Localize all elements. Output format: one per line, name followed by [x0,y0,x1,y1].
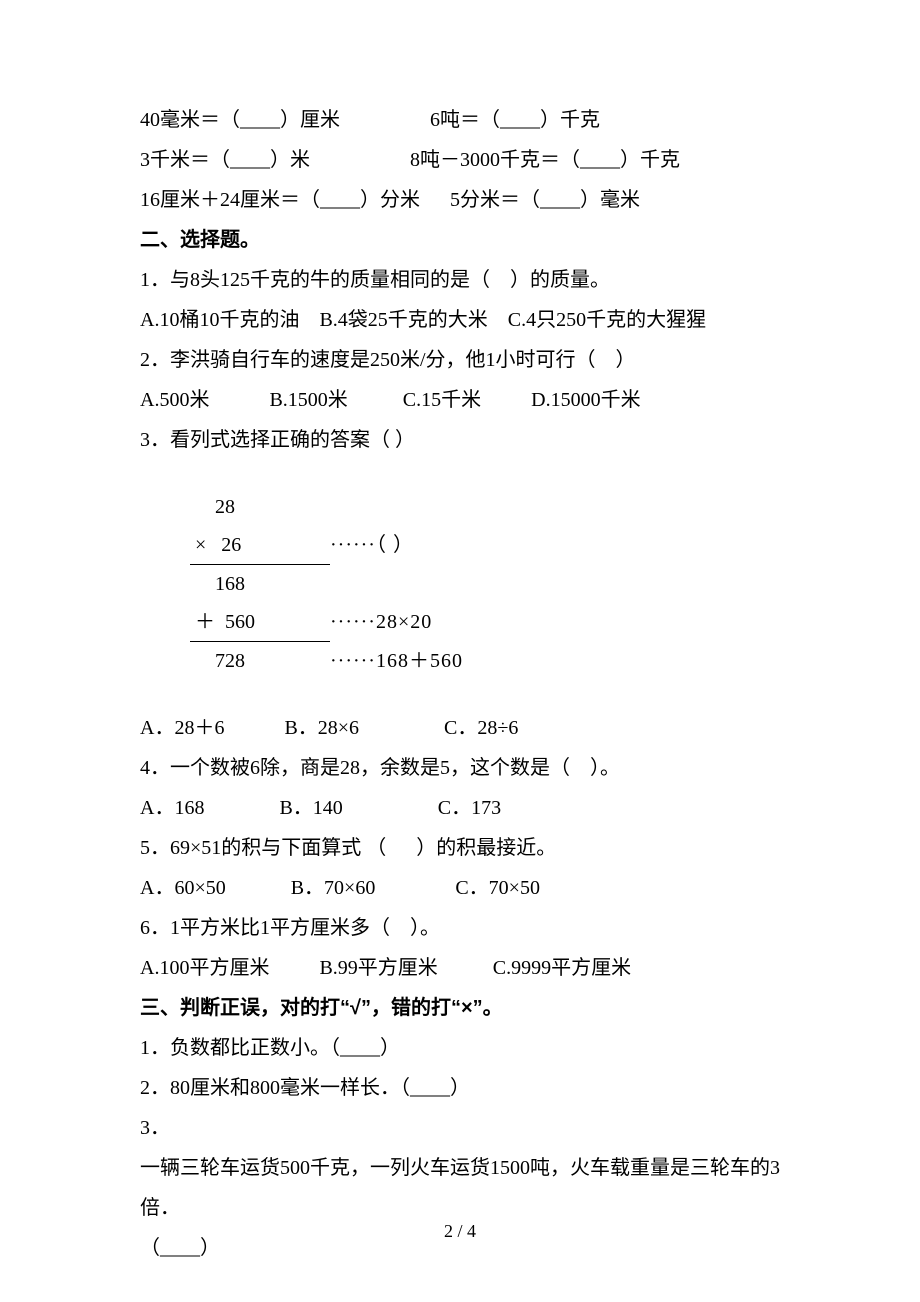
calc-line2-left: × 26 [190,526,330,565]
fill-2-left: 3千米＝（____）米 [140,149,310,171]
calc-line4-left: ＋ 560 [190,603,330,642]
q2-options: A.500米 B.1500米 C.15千米 D.15000千米 [140,380,790,420]
fill-3-left: 16厘米＋24厘米＝（____）分米 [140,189,420,211]
q5-options: A．60×50 B．70×60 C．70×50 [140,868,790,908]
q4-options: A．168 B．140 C．173 [140,788,790,828]
fill-row-3: 16厘米＋24厘米＝（____）分米 5分米＝（____）毫米 [140,180,790,220]
q3-vertical-calc: 28 × 26 ······（ ） 168 ＋ 560 ······28×20 … [190,488,790,680]
calc-line3: 168 [190,565,330,603]
fill-1-left: 40毫米＝（____）厘米 [140,109,340,131]
calc-line5-right: ······168＋560 [330,642,463,680]
q3-options: A．28＋6 B．28×6 C．28÷6 [140,708,790,748]
fill-row-1: 40毫米＝（____）厘米 6吨＝（____）千克 [140,100,790,140]
j3-text: 一辆三轮车运货500千克，一列火车运货1500吨，火车载重量是三轮车的3倍． [140,1148,790,1228]
j3-label: 3． [140,1108,790,1148]
j2: 2．80厘米和800毫米一样长．（____） [140,1068,790,1108]
q6-options: A.100平方厘米 B.99平方厘米 C.9999平方厘米 [140,948,790,988]
fill-3-right: 5分米＝（____）毫米 [450,189,640,211]
page: 40毫米＝（____）厘米 6吨＝（____）千克 3千米＝（____）米 8吨… [0,0,920,1302]
section2-heading: 二、选择题。 [140,220,790,260]
q6-stem: 6．1平方米比1平方厘米多（ ）。 [140,908,790,948]
q5-stem: 5．69×51的积与下面算式 （ ）的积最接近。 [140,828,790,868]
page-number: 2 / 4 [0,1221,920,1242]
calc-line4-right: ······28×20 [330,603,432,641]
q1-options: A.10桶10千克的油 B.4袋25千克的大米 C.4只250千克的大猩猩 [140,300,790,340]
fill-row-2: 3千米＝（____）米 8吨－3000千克＝（____）千克 [140,140,790,180]
q1-stem: 1．与8头125千克的牛的质量相同的是（ ）的质量。 [140,260,790,300]
calc-line1: 28 [190,488,330,526]
q2-stem: 2．李洪骑自行车的速度是250米/分，他1小时可行（ ） [140,340,790,380]
q3-stem: 3．看列式选择正确的答案（ ） [140,420,790,460]
j1: 1．负数都比正数小。（____） [140,1028,790,1068]
section3-heading: 三、判断正误，对的打“√”，错的打“×”。 [140,988,790,1028]
fill-2-right: 8吨－3000千克＝（____）千克 [410,149,680,171]
q4-stem: 4．一个数被6除，商是28，余数是5，这个数是（ ）。 [140,748,790,788]
calc-line2-right: ······（ ） [330,526,414,564]
calc-line5-left: 728 [190,642,330,680]
fill-1-right: 6吨＝（____）千克 [430,109,600,131]
